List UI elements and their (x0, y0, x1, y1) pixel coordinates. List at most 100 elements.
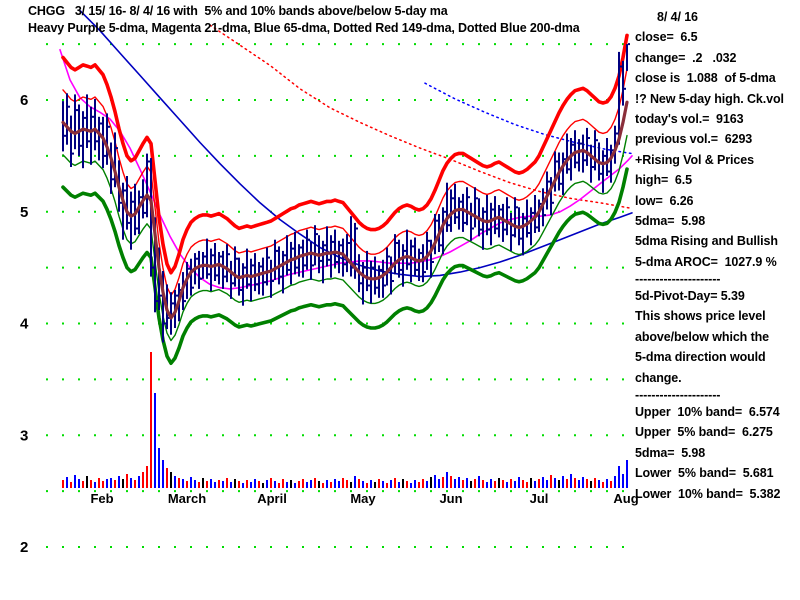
price-bar-close-tick (528, 232, 530, 234)
grid-dot (238, 210, 240, 213)
price-bar-close-tick (340, 244, 342, 247)
price-bar (82, 111, 84, 169)
price-bar (506, 197, 508, 236)
price-bar-close-tick (244, 266, 246, 269)
price-bar (402, 244, 404, 287)
grid-dot (158, 546, 160, 548)
volume-bar (602, 482, 604, 488)
grid-dot (606, 266, 608, 269)
grid-dot (222, 322, 224, 325)
volume-bar (450, 476, 452, 488)
volume-bar (206, 481, 208, 488)
price-bar (154, 217, 156, 313)
grid-dot (270, 99, 272, 101)
price-bar (350, 216, 352, 277)
price-bar-close-tick (116, 147, 118, 150)
grid-dot (510, 378, 512, 381)
grid-dot (398, 434, 400, 437)
grid-dot (462, 378, 464, 381)
price-bar-close-tick (280, 275, 282, 278)
grid-dot (206, 210, 208, 213)
grid-dot (318, 210, 320, 213)
grid-dot (446, 154, 448, 157)
price-bar-close-tick (192, 286, 194, 289)
grid-dot (142, 434, 144, 437)
price-bar (626, 44, 628, 71)
price-bar-close-tick (604, 154, 606, 157)
price-bar-close-tick (396, 242, 398, 244)
grid-dot (430, 434, 432, 437)
grid-dot (590, 378, 592, 381)
price-bar (534, 195, 536, 233)
price-bar-close-tick (164, 322, 166, 325)
price-bar (502, 203, 504, 242)
price-bar (550, 177, 552, 216)
price-bar (570, 138, 572, 181)
grid-dot (286, 43, 288, 46)
grid-dot (46, 322, 48, 325)
grid-dot (110, 378, 112, 381)
volume-bar (350, 482, 352, 488)
panel-line: close is 1.088 of 5-dma (635, 71, 776, 86)
grid-dot (510, 154, 512, 157)
grid-dot (510, 434, 512, 437)
grid-dot (334, 210, 336, 213)
volume-bar (574, 478, 576, 488)
grid-dot (206, 154, 208, 157)
volume-bar (174, 476, 176, 488)
x-axis-month-label: Feb (90, 491, 113, 506)
volume-bar (318, 481, 320, 488)
grid-dot (462, 266, 464, 269)
grid-dot (574, 490, 576, 493)
grid-dot (62, 322, 64, 325)
price-bar-close-tick (416, 268, 418, 271)
price-bar-close-tick (168, 316, 170, 319)
price-bar-close-tick (552, 201, 554, 204)
volume-bar (534, 481, 536, 488)
grid-dot (606, 434, 608, 437)
grid-dot (302, 378, 304, 381)
volume-bar (166, 468, 168, 488)
volume-bar (334, 479, 336, 488)
grid-dot (158, 154, 160, 157)
grid-dot (94, 43, 96, 46)
grid-dot (286, 322, 288, 325)
volume-bar (514, 481, 516, 488)
price-bar-close-tick (428, 239, 430, 242)
grid-dot (478, 378, 480, 381)
price-bar (218, 252, 220, 285)
grid-dot (478, 154, 480, 157)
price-bar-close-tick (488, 228, 490, 231)
volume-bar (446, 472, 448, 488)
grid-dot (430, 210, 432, 213)
grid-dot (46, 378, 48, 381)
grid-dot (174, 490, 176, 493)
volume-bar (418, 482, 420, 488)
volume-bar (626, 460, 628, 488)
grid-dot (190, 210, 192, 213)
volume-bar (98, 478, 100, 488)
volume-bar (422, 479, 424, 488)
grid-dot (254, 490, 256, 493)
price-bar (150, 158, 152, 277)
grid-dot (398, 490, 400, 493)
volume-bar (242, 483, 244, 488)
grid-dot (142, 99, 144, 101)
volume-bar (430, 477, 432, 488)
grid-dot (238, 99, 240, 101)
price-bar-close-tick (236, 257, 238, 260)
price-bar (62, 101, 64, 152)
volume-bar (138, 476, 140, 488)
volume-bar (106, 479, 108, 488)
grid-dot (590, 266, 592, 269)
x-axis-month-label: Jul (530, 491, 549, 506)
grid-dot (334, 434, 336, 437)
grid-dot (254, 43, 256, 46)
price-bar-close-tick (448, 224, 450, 227)
grid-dot (462, 154, 464, 157)
price-bar (66, 93, 68, 145)
x-axis-month-label: May (350, 491, 376, 506)
grid-dot (254, 378, 256, 381)
grid-dot (62, 434, 64, 437)
price-bar (410, 239, 412, 283)
